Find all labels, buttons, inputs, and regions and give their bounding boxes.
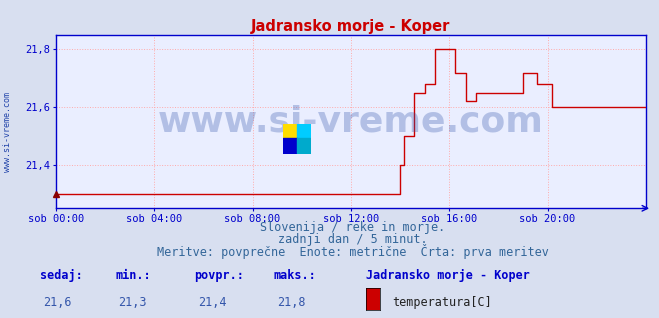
Text: 21,3: 21,3 xyxy=(119,296,147,308)
Text: 21,6: 21,6 xyxy=(43,296,71,308)
Text: www.si-vreme.com: www.si-vreme.com xyxy=(158,105,544,139)
Text: zadnji dan / 5 minut.: zadnji dan / 5 minut. xyxy=(277,233,428,246)
Text: 21,8: 21,8 xyxy=(277,296,305,308)
Title: Jadransko morje - Koper: Jadransko morje - Koper xyxy=(251,19,451,34)
Text: temperatura[C]: temperatura[C] xyxy=(392,296,492,308)
Text: Meritve: povprečne  Enote: metrične  Črta: prva meritev: Meritve: povprečne Enote: metrične Črta:… xyxy=(157,244,548,259)
Text: Jadransko morje - Koper: Jadransko morje - Koper xyxy=(366,269,530,281)
Text: www.si-vreme.com: www.si-vreme.com xyxy=(3,92,13,172)
Text: 21,4: 21,4 xyxy=(198,296,226,308)
Text: maks.:: maks.: xyxy=(273,269,316,281)
Text: min.:: min.: xyxy=(115,269,151,281)
Text: sedaj:: sedaj: xyxy=(40,269,82,281)
Text: Slovenija / reke in morje.: Slovenija / reke in morje. xyxy=(260,221,445,234)
Text: povpr.:: povpr.: xyxy=(194,269,244,281)
